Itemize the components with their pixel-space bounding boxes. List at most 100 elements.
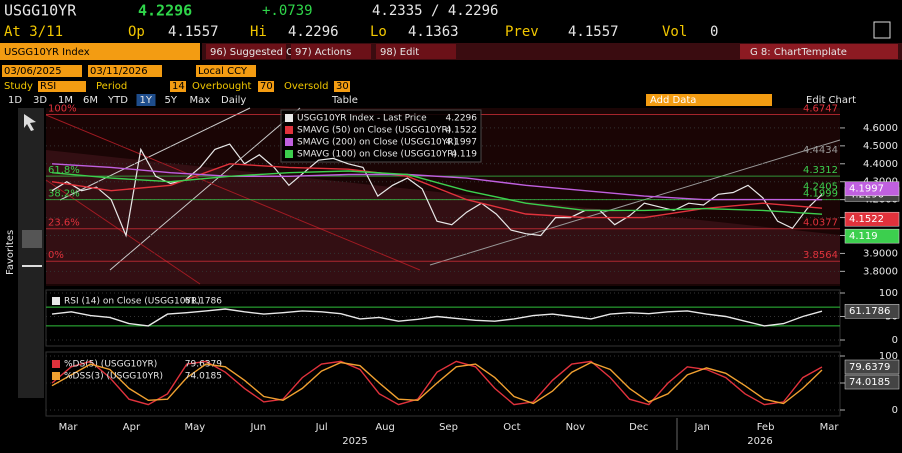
trend-line bbox=[429, 139, 841, 266]
period-button[interactable]: Max bbox=[190, 95, 211, 106]
x-tick-label: Sep bbox=[439, 422, 458, 433]
series-line bbox=[51, 360, 823, 406]
plots: 3.80003.90004.00004.10004.20004.30004.40… bbox=[46, 104, 900, 447]
table-button[interactable]: Table bbox=[331, 95, 358, 106]
period-button[interactable]: 1Y bbox=[140, 95, 153, 106]
legend-swatch bbox=[285, 138, 293, 146]
fib-value: 4.1999 bbox=[803, 189, 838, 200]
last-tag-value: 4.1997 bbox=[849, 184, 884, 195]
trend-line bbox=[45, 114, 421, 271]
study-name[interactable]: RSI bbox=[40, 81, 56, 92]
period-button[interactable]: 3D bbox=[33, 95, 47, 106]
security-box[interactable] bbox=[0, 43, 200, 60]
fib-value: 4.3312 bbox=[803, 165, 838, 176]
fib-label: 61.8% bbox=[48, 165, 80, 176]
legend-value: 74.0185 bbox=[185, 372, 222, 382]
legend-box bbox=[280, 109, 482, 163]
period-button[interactable]: 5Y bbox=[165, 95, 178, 106]
menu-label[interactable]: 97) Actions bbox=[295, 47, 351, 58]
start-date[interactable]: 03/06/2025 bbox=[4, 66, 62, 77]
oversold-box[interactable] bbox=[334, 81, 350, 92]
side-toolbar bbox=[18, 108, 44, 398]
security: USGG10YR Index bbox=[4, 47, 90, 58]
shaded-zone bbox=[46, 150, 840, 284]
fib-label: 0% bbox=[48, 250, 64, 261]
last-tag bbox=[844, 181, 900, 196]
last-tag bbox=[844, 211, 900, 227]
menu-label[interactable]: 98) Edit bbox=[380, 47, 419, 58]
x-tick-label: Nov bbox=[566, 422, 586, 433]
period-button[interactable]: YTD bbox=[107, 95, 128, 106]
legend-name: %DSS(3) (USGG10YR) bbox=[64, 372, 163, 382]
text-tool[interactable] bbox=[22, 230, 42, 248]
menu-label[interactable]: 96) Suggested Charts bbox=[210, 47, 319, 58]
as-of: At 3/11 bbox=[4, 24, 63, 40]
change: +.0739 bbox=[262, 3, 313, 19]
period-button[interactable]: Daily bbox=[221, 95, 246, 106]
end-date[interactable]: 03/11/2026 bbox=[90, 66, 148, 77]
last-tag bbox=[844, 374, 900, 390]
open-label: Op bbox=[128, 24, 145, 40]
legend-value: 4.1997 bbox=[446, 138, 478, 148]
y-tick-label: 0 bbox=[892, 335, 898, 346]
template[interactable]: G 8: ChartTemplate bbox=[750, 47, 847, 58]
period-active[interactable] bbox=[136, 94, 156, 106]
trend-line bbox=[45, 179, 201, 285]
ticker: USGG10YR bbox=[4, 2, 77, 20]
period-button[interactable]: 6M bbox=[83, 95, 98, 106]
end-box[interactable] bbox=[88, 65, 162, 77]
period-box[interactable] bbox=[170, 81, 186, 92]
study-box[interactable] bbox=[38, 81, 86, 92]
add-data[interactable]: Add Data bbox=[650, 95, 696, 106]
last-tag bbox=[844, 228, 900, 244]
legend-value: 4.2296 bbox=[446, 114, 478, 124]
fib-value: 4.0377 bbox=[803, 218, 838, 229]
currency[interactable]: Local CCY bbox=[198, 66, 248, 77]
favorites[interactable]: Favorites bbox=[5, 230, 16, 275]
menu-button[interactable] bbox=[376, 44, 456, 59]
period-label: Period bbox=[96, 81, 127, 92]
prev: 4.1557 bbox=[568, 24, 619, 40]
legend-value: 61.1786 bbox=[185, 297, 222, 307]
overbought-label: Overbought bbox=[192, 81, 252, 92]
legend-name: SMAVG (100) on Close (USGG10YR) bbox=[297, 150, 457, 160]
series-line bbox=[51, 361, 823, 405]
y-tick-label: 100 bbox=[879, 351, 898, 362]
period-button[interactable]: 1M bbox=[58, 95, 73, 106]
legend-swatch bbox=[52, 297, 60, 305]
last-tag-value: 74.0185 bbox=[849, 377, 890, 388]
legend-swatch bbox=[285, 126, 293, 134]
add-data-box[interactable] bbox=[646, 94, 772, 106]
popout-icon[interactable] bbox=[873, 21, 891, 39]
vol: 0 bbox=[710, 24, 718, 40]
last-tag bbox=[844, 303, 900, 319]
legend-swatch bbox=[285, 150, 293, 158]
y-tick-label: 100 bbox=[879, 288, 898, 299]
trend-line bbox=[109, 107, 301, 271]
oversold[interactable]: 30 bbox=[336, 81, 349, 92]
edit-chart[interactable]: Edit Chart bbox=[806, 95, 856, 106]
period-button[interactable]: 1D bbox=[8, 95, 22, 106]
period[interactable]: 14 bbox=[172, 81, 185, 92]
legend-name: %DS(5) (USGG10YR) bbox=[64, 360, 157, 370]
oversold-label: Oversold bbox=[284, 81, 329, 92]
template-box[interactable] bbox=[740, 44, 898, 59]
x-tick-label: Feb bbox=[757, 422, 775, 433]
overbought[interactable]: 70 bbox=[260, 81, 273, 92]
study-label: Study bbox=[4, 81, 33, 92]
stochastic-panel bbox=[45, 351, 841, 417]
start-box[interactable] bbox=[2, 65, 82, 77]
y-tick-label: 3.9000 bbox=[863, 248, 898, 259]
pointer-tool[interactable] bbox=[24, 114, 36, 131]
x-tick-label: Oct bbox=[503, 422, 520, 433]
ccy-box[interactable] bbox=[196, 65, 256, 77]
x-tick-label: Apr bbox=[123, 422, 141, 433]
menu-button[interactable] bbox=[291, 44, 371, 59]
menu-button[interactable] bbox=[206, 44, 286, 59]
legend-name: SMAVG (50) on Close (USGG10YR) bbox=[297, 126, 451, 136]
x-tick-label: May bbox=[184, 422, 205, 433]
overbought-box[interactable] bbox=[258, 81, 274, 92]
last-tag bbox=[844, 359, 900, 375]
x-tick-label: Mar bbox=[59, 422, 79, 433]
